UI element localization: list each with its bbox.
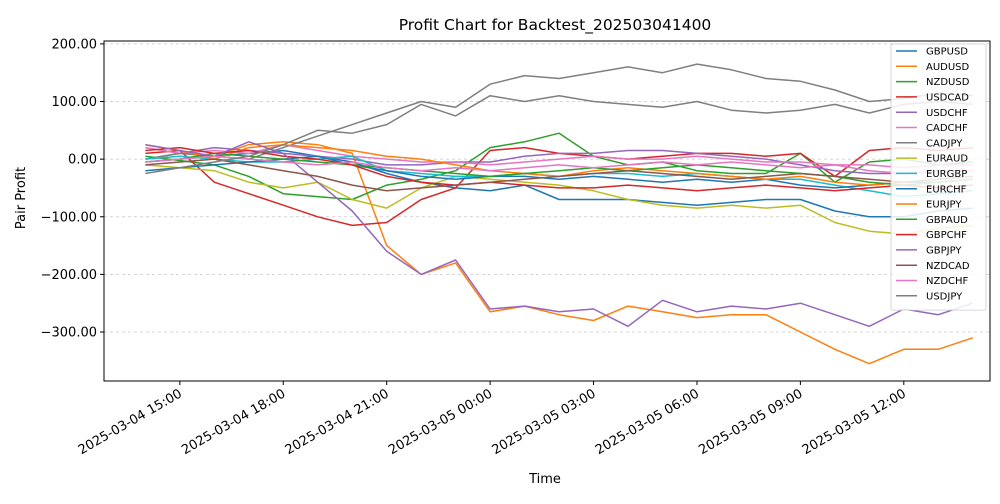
series-line-usdjpy bbox=[145, 94, 973, 175]
legend: GBPUSD AUDUSD NZDUSD USDCAD USDCHF CADCHF CADJ… bbox=[890, 43, 987, 311]
legend-label: NZDUSD bbox=[926, 77, 970, 88]
legend-label: EURGBP bbox=[926, 169, 967, 180]
series-line-nzdcad bbox=[145, 158, 973, 192]
legend-label: GBPJPY bbox=[926, 246, 962, 257]
legend-label: CADCHF bbox=[926, 123, 968, 134]
legend-label: USDCAD bbox=[926, 93, 969, 104]
legend-label: EURJPY bbox=[926, 200, 962, 211]
legend-label: GBPCHF bbox=[926, 230, 967, 241]
legend-label: USDJPY bbox=[926, 291, 963, 302]
series-line-gbpjpy bbox=[145, 141, 974, 328]
legend-label: AUDUSD bbox=[926, 62, 970, 73]
series-line-nzdusd bbox=[145, 132, 973, 201]
y-axis-label: Pair Profit bbox=[14, 167, 29, 229]
legend-box bbox=[890, 43, 987, 311]
legend-label: USDCHF bbox=[926, 108, 968, 119]
x-axis-label: Time bbox=[528, 472, 561, 487]
legend-label: EURCHF bbox=[926, 184, 967, 195]
grid-layer bbox=[104, 43, 990, 333]
chart-title: Profit Chart for Backtest_202503041400 bbox=[399, 16, 712, 35]
series-line-nzdchf bbox=[145, 155, 973, 175]
y-tick-label: −100.00 bbox=[41, 210, 97, 225]
series-line-cadjpy bbox=[145, 63, 973, 160]
series-line-gbpchf bbox=[145, 146, 973, 192]
series-layer bbox=[145, 63, 974, 365]
y-tick-label: 200.00 bbox=[52, 37, 98, 52]
legend-label: NZDCAD bbox=[926, 261, 970, 272]
y-tick-label: −200.00 bbox=[41, 268, 97, 283]
legend-label: CADJPY bbox=[926, 138, 963, 149]
y-tick-label: 0.00 bbox=[68, 153, 97, 168]
legend-label: GBPUSD bbox=[926, 47, 968, 58]
legend-label: NZDCHF bbox=[926, 276, 969, 287]
series-line-audusd bbox=[145, 141, 974, 365]
y-tick-label: 100.00 bbox=[52, 95, 98, 110]
legend-label: GBPAUD bbox=[926, 215, 968, 226]
plot-frame bbox=[103, 40, 991, 382]
legend-label: EURAUD bbox=[926, 154, 968, 165]
series-line-euraud bbox=[145, 164, 973, 235]
y-tick-label: −300.00 bbox=[41, 326, 97, 341]
